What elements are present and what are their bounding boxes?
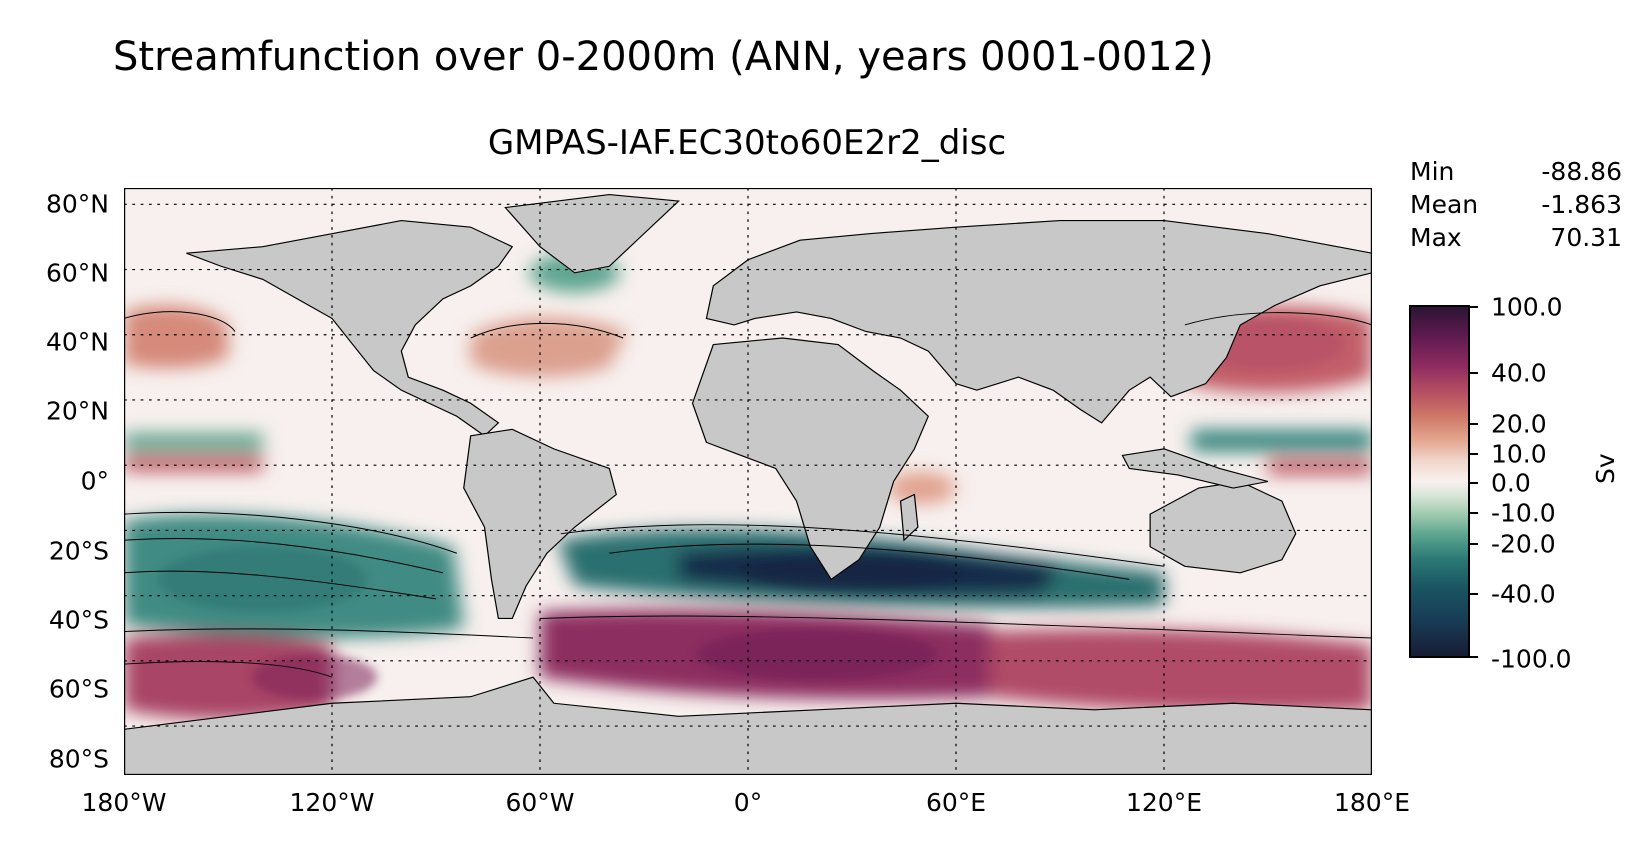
figure-suptitle: Streamfunction over 0-2000m (ANN, years … — [113, 34, 1214, 80]
stat-mean: Mean -1.863 — [1410, 188, 1622, 221]
land-madagascar — [899, 493, 919, 542]
land-greenland — [504, 193, 681, 274]
field-highlights — [158, 318, 1345, 700]
ytick-label: 80°N — [45, 189, 109, 219]
ytick-label: 80°S — [48, 744, 109, 774]
contour-lines — [124, 311, 1372, 678]
ytick-label: 40°S — [48, 605, 109, 635]
stat-value: 70.31 — [1550, 223, 1622, 252]
land-africa — [691, 337, 929, 581]
colorbar-tick-mark — [1470, 423, 1478, 425]
colorbar-tick-label: 0.0 — [1491, 468, 1531, 498]
colorbar-tick-label: -10.0 — [1491, 498, 1556, 528]
colorbar-tick-label: -100.0 — [1491, 644, 1572, 674]
graticule — [124, 188, 1372, 775]
colorbar-tick-label: 20.0 — [1491, 409, 1547, 439]
colorbar-tick-label: 100.0 — [1491, 292, 1563, 322]
xtick-label: 60°E — [925, 788, 987, 817]
colorbar-tick-mark — [1470, 512, 1478, 514]
xtick-label: 120°W — [289, 788, 375, 817]
ytick-label: 60°S — [48, 674, 109, 704]
stat-value: -88.86 — [1541, 157, 1622, 186]
colorbar-tick-mark — [1470, 482, 1478, 484]
stat-min: Min -88.86 — [1410, 155, 1622, 188]
xtick-label: 180°E — [1333, 788, 1411, 817]
field-statistics: Min -88.86 Mean -1.863 Max 70.31 — [1410, 155, 1622, 254]
colorbar-tick-mark — [1470, 453, 1478, 455]
xtick-label: 180°W — [81, 788, 167, 817]
map-title: GMPAS-IAF.EC30to60E2r2_disc — [487, 123, 1007, 163]
land-north-america — [186, 220, 514, 437]
stat-label: Max — [1410, 223, 1462, 252]
colorbar-unit-label: Sv — [1591, 453, 1620, 484]
land-masses — [124, 193, 1372, 775]
stat-value: -1.863 — [1541, 190, 1622, 219]
colorbar-tick-label: -40.0 — [1491, 579, 1556, 609]
ytick-label: 60°N — [45, 258, 109, 288]
colorbar-tick-mark — [1470, 372, 1478, 374]
ytick-label: 20°N — [45, 396, 109, 426]
land-indonesia — [1121, 448, 1269, 489]
colorbar-tick-mark — [1470, 656, 1478, 658]
ytick-label: 20°S — [48, 536, 109, 566]
map-panel — [124, 188, 1372, 775]
colorbar-tick-label: 10.0 — [1491, 439, 1547, 469]
colorbar-tick-mark — [1470, 593, 1478, 595]
stat-max: Max 70.31 — [1410, 221, 1622, 254]
stat-label: Min — [1410, 157, 1455, 186]
colorbar-tick-mark — [1470, 543, 1478, 545]
stat-label: Mean — [1410, 190, 1479, 219]
colorbar-tick-label: -20.0 — [1491, 529, 1556, 559]
xtick-label: 60°W — [505, 788, 575, 817]
ytick-label: 40°N — [45, 327, 109, 357]
xtick-label: 0° — [733, 788, 763, 817]
colorbar-tick-mark — [1470, 306, 1478, 308]
ytick-label: 0° — [80, 466, 109, 496]
land-south-america — [463, 428, 617, 620]
colorbar-tick-label: 40.0 — [1491, 358, 1547, 388]
xtick-label: 120°E — [1125, 788, 1203, 817]
colorbar — [1409, 305, 1470, 658]
